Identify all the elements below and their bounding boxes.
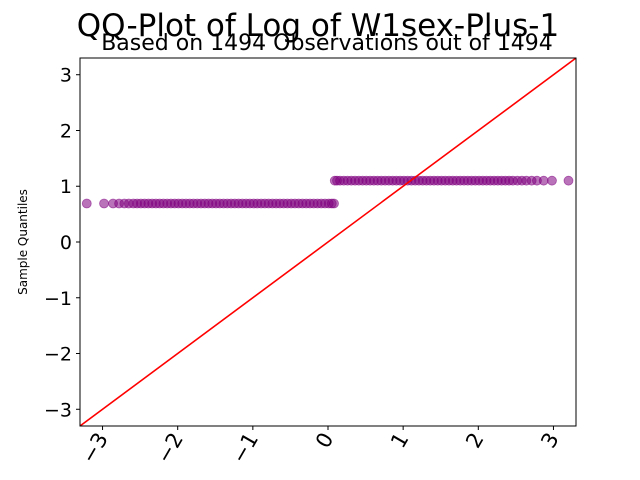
y-tick-label: 0 xyxy=(60,232,72,254)
x-tick-label: −1 xyxy=(227,429,263,468)
x-tick-label: −3 xyxy=(77,429,113,468)
data-point xyxy=(81,198,92,209)
data-point xyxy=(99,198,109,209)
data-point xyxy=(538,175,549,186)
chart-title: QQ-Plot of Log of W1sex-Plus-1 xyxy=(77,8,559,44)
y-tick-label: −2 xyxy=(44,344,72,366)
reference-line xyxy=(80,58,576,426)
chart-subtitle: Based on 1494 Observations out of 1494 xyxy=(101,31,553,56)
y-axis-label: Sample Quantiles xyxy=(16,189,30,295)
data-point xyxy=(547,175,557,186)
y-tick-label: 3 xyxy=(60,65,72,87)
x-tick-label: −2 xyxy=(152,429,188,468)
x-tick-label: 2 xyxy=(461,429,488,453)
data-point xyxy=(563,175,574,186)
y-tick-label: 1 xyxy=(60,176,72,198)
x-tick-label: 1 xyxy=(386,429,413,453)
x-tick-label: 0 xyxy=(311,429,338,453)
data-layer xyxy=(80,58,576,426)
plot-area: −3 −2 −1 0 1 2 3 −3 −2 −1 0 1 2 3 xyxy=(44,57,577,468)
x-tick-label: 3 xyxy=(536,429,563,453)
y-tick-label: 2 xyxy=(60,120,72,142)
y-tick-label: −3 xyxy=(44,399,72,421)
y-tick-label: −1 xyxy=(44,288,72,310)
data-point xyxy=(329,198,339,209)
